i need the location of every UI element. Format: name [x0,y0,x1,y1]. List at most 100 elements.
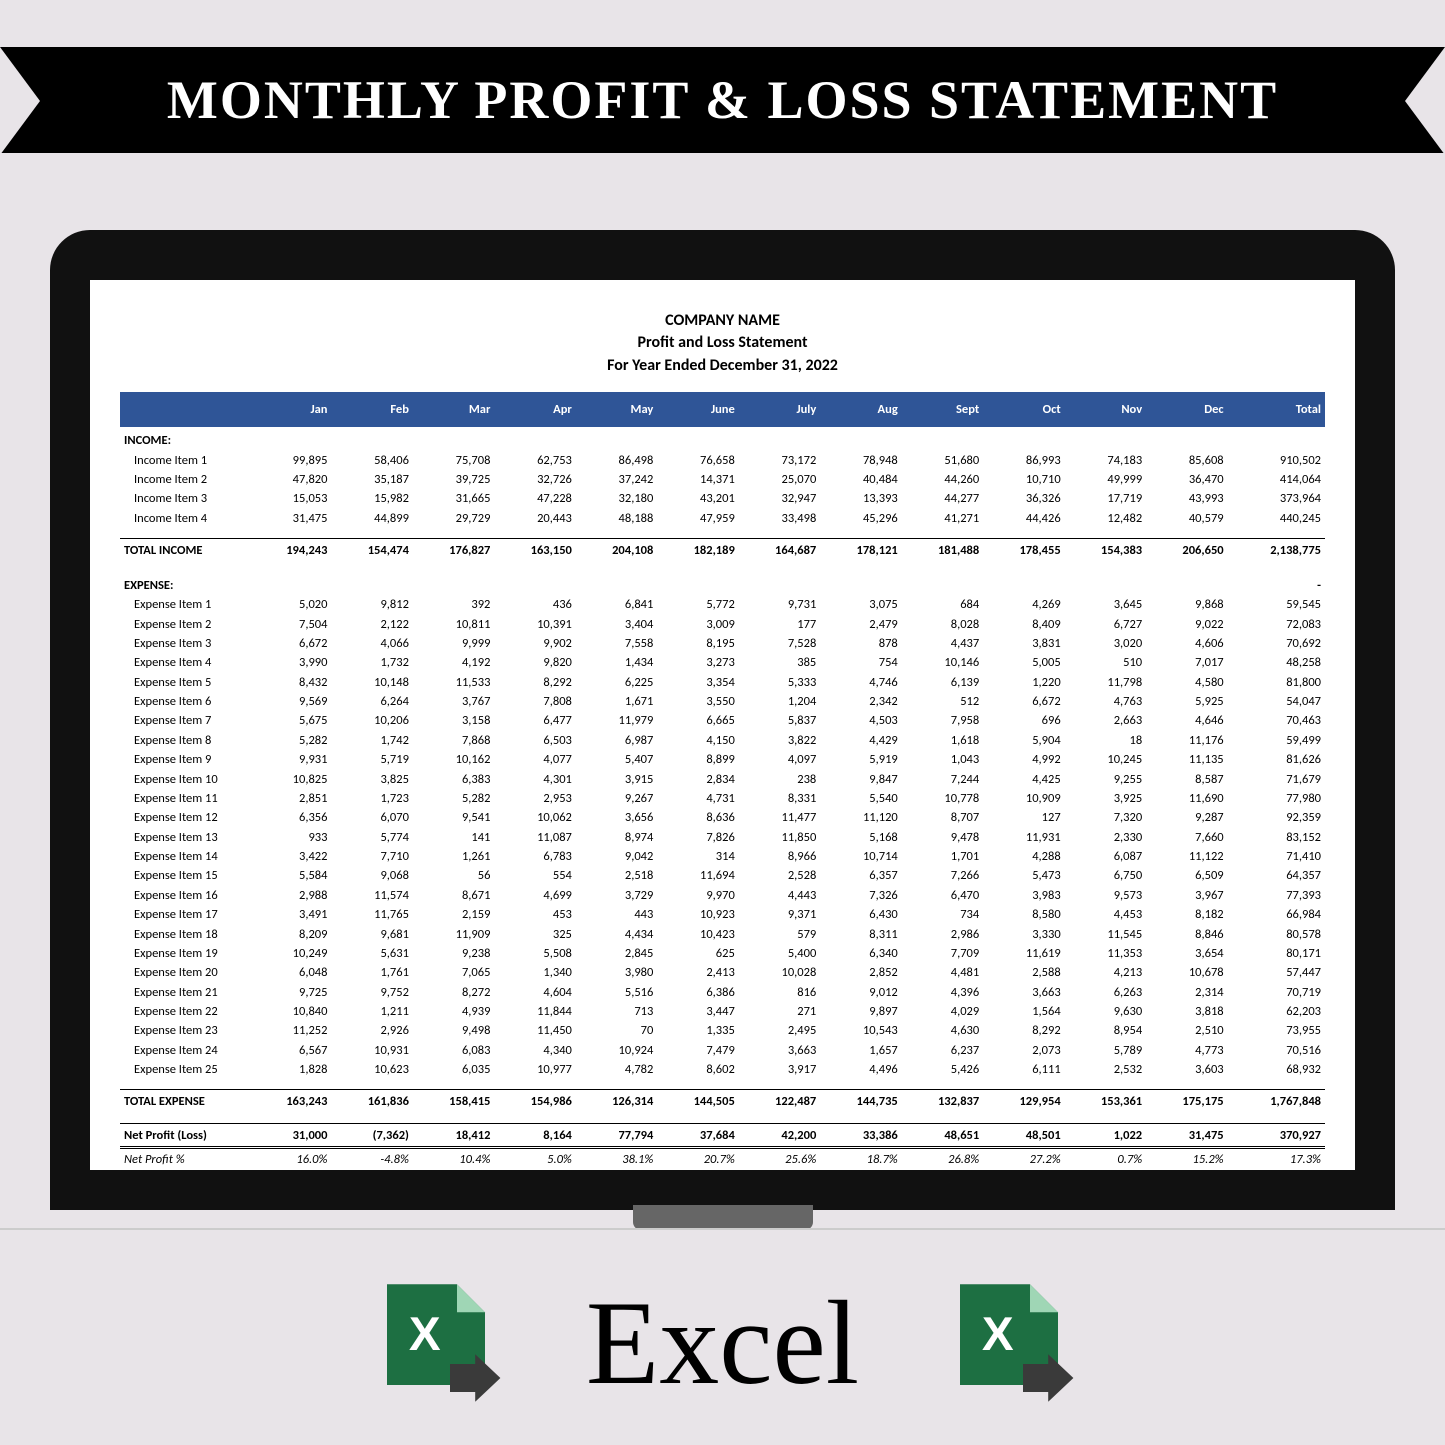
cell: 10,923 [657,905,738,924]
cell: 1,043 [902,750,983,769]
cell: 8,707 [902,808,983,827]
cell: 3,917 [739,1060,820,1079]
cell: 31,000 [250,1124,331,1147]
cell: 734 [902,905,983,924]
cell: 9,812 [331,595,412,614]
expense-item-20: Expense Item 206,0481,7617,0651,3403,980… [120,963,1325,982]
cell: 373,964 [1228,489,1325,508]
cell: -4.8% [331,1147,412,1169]
cell: 33,498 [739,508,820,527]
svg-text:X: X [409,1308,441,1361]
cell: 10,931 [331,1041,412,1060]
cell: 18,412 [413,1124,494,1147]
cell: 238 [739,769,820,788]
cell: 10,909 [983,789,1064,808]
cell: 3,009 [657,614,738,633]
cell: 6,356 [250,808,331,827]
cell: 62,203 [1228,1002,1325,1021]
cell: 6,340 [820,944,901,963]
cell: 370,927 [1228,1124,1325,1147]
cell: 7,065 [413,963,494,982]
cell: 78,948 [820,450,901,469]
row-label: Expense Item 6 [120,692,250,711]
cell: 8,636 [657,808,738,827]
cell: 5,400 [739,944,820,963]
cell: 512 [902,692,983,711]
cell: 1,220 [983,673,1064,692]
net-profit-pct: Net Profit %16.0%-4.8%10.4%5.0%38.1%20.7… [120,1147,1325,1169]
cell: 5,282 [413,789,494,808]
cell: 11,353 [1065,944,1146,963]
cell: 392 [413,595,494,614]
cell: 2,413 [657,963,738,982]
cell: 6,263 [1065,983,1146,1002]
cell: 625 [657,944,738,963]
blank [120,1079,1325,1090]
cell: 3,654 [1146,944,1227,963]
cell: 176,827 [413,538,494,562]
cell: 5,516 [576,983,657,1002]
cell: 9,725 [250,983,331,1002]
cell: 178,121 [820,538,901,562]
expense-item-10: Expense Item 1010,8253,8256,3834,3013,91… [120,769,1325,788]
cell: 2,953 [494,789,575,808]
cell: 16.0% [250,1147,331,1169]
period: For Year Ended December 31, 2022 [120,355,1325,377]
cell: 9,267 [576,789,657,808]
cell: 177 [739,614,820,633]
cell: 5,407 [576,750,657,769]
cell: 9,681 [331,924,412,943]
cell: 4,097 [739,750,820,769]
cell: 6,139 [902,673,983,692]
cell: 4,453 [1065,905,1146,924]
monitor-stand-base [0,1228,1445,1238]
cell: 5,772 [657,595,738,614]
cell: 7,710 [331,847,412,866]
expense-item-2: Expense Item 27,5042,12210,81110,3913,40… [120,614,1325,633]
cell: 4,288 [983,847,1064,866]
cell: 6,841 [576,595,657,614]
cell: 129,954 [983,1090,1064,1114]
row-label: EXPENSE: [120,572,250,595]
cell: 510 [1065,653,1146,672]
row-label: Expense Item 4 [120,653,250,672]
cell: 182,189 [657,538,738,562]
row-label: Expense Item 2 [120,614,250,633]
cell: 54,047 [1228,692,1325,711]
cell: 26.8% [902,1147,983,1169]
cell: 11,450 [494,1021,575,1040]
cell: 20,443 [494,508,575,527]
cell: 7,808 [494,692,575,711]
cell: 10,148 [331,673,412,692]
cell: 25,070 [739,470,820,489]
cell: 158,415 [413,1090,494,1114]
cell: 14,371 [657,470,738,489]
cell: 696 [983,711,1064,730]
cell: 11,087 [494,828,575,847]
cell: 7,558 [576,634,657,653]
cell: 29,729 [413,508,494,527]
cell: 81,626 [1228,750,1325,769]
expense-item-21: Expense Item 219,7259,7528,2724,6045,516… [120,983,1325,1002]
cell: 7,826 [657,828,738,847]
cell: 1,671 [576,692,657,711]
row-label: Expense Item 19 [120,944,250,963]
cell: 3,550 [657,692,738,711]
expense-item-25: Expense Item 251,82810,6236,03510,9774,7… [120,1060,1325,1079]
cell: 11,909 [413,924,494,943]
cell: 41,271 [902,508,983,527]
cell: 8,182 [1146,905,1227,924]
cell: 40,579 [1146,508,1227,527]
cell: 6,783 [494,847,575,866]
cell: 15,982 [331,489,412,508]
expense-item-8: Expense Item 85,2821,7427,8686,5036,9874… [120,731,1325,750]
cell: 9,498 [413,1021,494,1040]
row-label: Expense Item 21 [120,983,250,1002]
cell: 10,423 [657,924,738,943]
cell: 9,820 [494,653,575,672]
cell: 43,201 [657,489,738,508]
cell: 9,541 [413,808,494,827]
cell: 6,048 [250,963,331,982]
cell: 71,679 [1228,769,1325,788]
cell: 11,574 [331,886,412,905]
